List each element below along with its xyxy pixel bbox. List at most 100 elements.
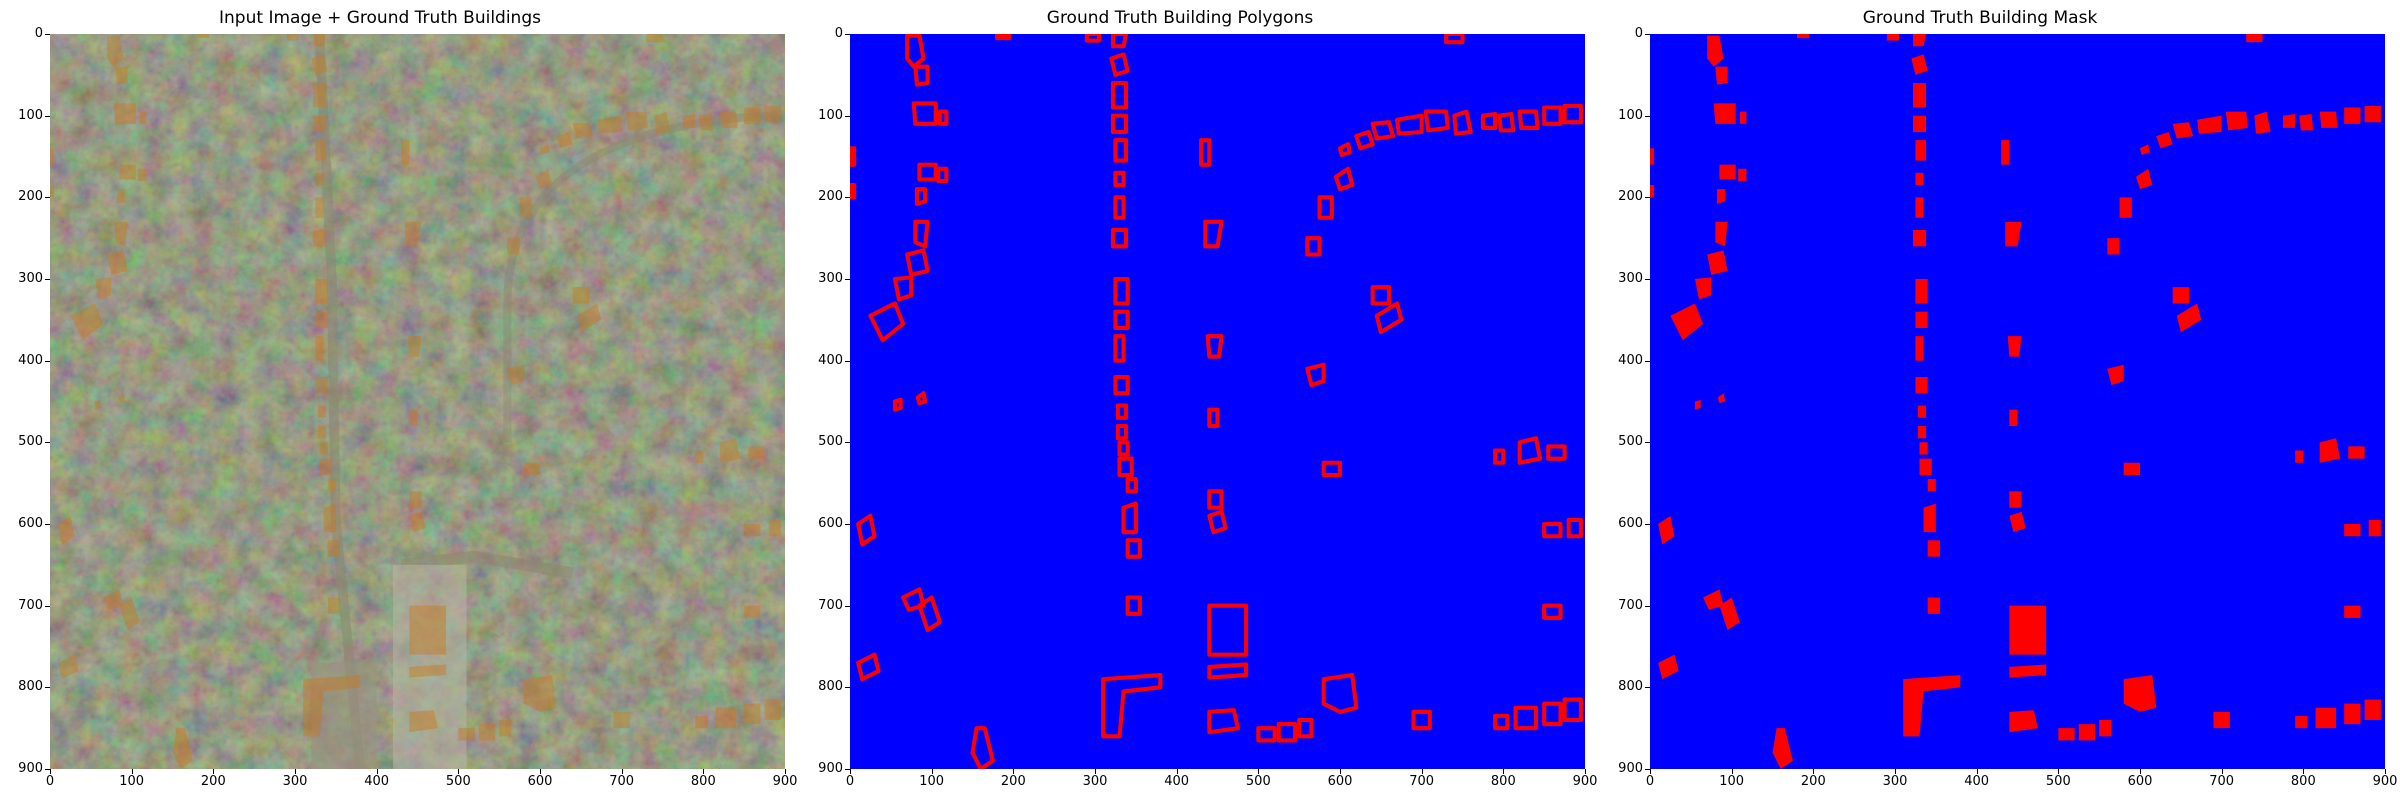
x-tick-label: 700 (609, 774, 635, 789)
x-tick-mark (2303, 769, 2305, 774)
building-overlay (764, 105, 781, 123)
parking-lot (393, 564, 467, 769)
x-tick-label: 600 (527, 774, 553, 789)
building-polygon (1374, 301, 1404, 335)
x-tick-mark (2058, 769, 2060, 774)
building-mask (1915, 311, 1928, 328)
building-polygon (1562, 103, 1583, 125)
building-mask (2123, 675, 2157, 712)
building-polygon (1337, 142, 1352, 157)
building-mask (2344, 703, 2361, 725)
building-mask (1658, 654, 1679, 680)
building-overlay (115, 221, 128, 247)
building-overlay (507, 364, 524, 386)
building-polygon (1517, 436, 1543, 465)
y-tick-mark (1645, 360, 1650, 362)
x-tick-mark (1976, 769, 1978, 774)
y-tick-mark (845, 115, 850, 117)
building-mask (1694, 277, 1712, 300)
x-tick-mark (785, 769, 786, 774)
mask-plot (1650, 34, 2385, 769)
building-polygon (856, 513, 877, 547)
building-overlay (327, 597, 340, 614)
building-polygon (913, 219, 930, 249)
building-mask (2344, 524, 2361, 537)
x-tick-mark (295, 769, 296, 774)
y-tick-label: 700 (18, 597, 43, 613)
y-tick-mark (845, 687, 850, 689)
building-overlay (117, 393, 126, 404)
building-overlay (315, 140, 327, 161)
building-polygon (1305, 362, 1326, 388)
building-overlay (535, 168, 553, 190)
y-tick-mark (45, 197, 50, 199)
y-tick-label: 500 (1618, 434, 1643, 450)
y-tick-label: 200 (818, 189, 843, 205)
x-tick-mark (621, 769, 623, 774)
building-polygon (1546, 444, 1567, 461)
building-overlay (327, 540, 340, 557)
building-overlay (312, 83, 327, 108)
building-overlay (401, 140, 410, 165)
building-mask (2078, 724, 2096, 741)
y-tick-mark (45, 34, 50, 35)
building-overlay (744, 605, 761, 618)
building-overlay (523, 462, 540, 475)
building-overlay (312, 115, 327, 132)
y-tick-label: 300 (1618, 271, 1643, 286)
building-polygon (1110, 113, 1129, 135)
building-mask (2213, 711, 2230, 729)
y-tick-mark (1645, 115, 1650, 117)
x-tick-mark (2140, 769, 2141, 774)
building-polygon (1370, 285, 1392, 306)
y-tick-label: 100 (818, 107, 843, 123)
building-polygon (917, 162, 938, 182)
building-overlay (323, 503, 336, 533)
building-overlay (540, 144, 550, 155)
building-polygon (1084, 34, 1102, 43)
building-polygon (1205, 334, 1224, 359)
building-overlay (115, 66, 128, 85)
building-mask (2107, 238, 2120, 255)
building-polygon (994, 34, 1012, 41)
x-tick-label: 700 (2209, 774, 2235, 789)
building-mask (2156, 132, 2173, 149)
building-polygon (892, 397, 903, 412)
building-mask (1919, 458, 1932, 475)
building-overlay (94, 399, 101, 410)
y-tick-mark (1645, 279, 1650, 280)
building-mask (2282, 114, 2296, 128)
building-mask (1703, 589, 1724, 610)
building-polygon (1203, 219, 1224, 249)
building-overlay (172, 728, 193, 769)
x-tick-label: 700 (1409, 774, 1435, 789)
x-tick-label: 300 (1082, 774, 1108, 789)
building-overlay (409, 664, 447, 678)
building-polygon (1542, 603, 1563, 620)
x-tick-mark (1013, 769, 1015, 774)
building-mask (2001, 140, 2010, 165)
building-overlay (311, 54, 328, 75)
building-overlay (499, 720, 512, 737)
building-polygon (1542, 105, 1563, 126)
building-polygon (1110, 80, 1129, 110)
building-overlay (682, 114, 696, 128)
building-overlay (94, 277, 112, 300)
building-mask (1715, 221, 1728, 247)
building-mask (1715, 66, 1728, 85)
building-mask (1707, 35, 1724, 67)
y-tick-mark (845, 442, 850, 444)
x-tick-label: 900 (2372, 774, 2398, 789)
building-polygon (1256, 726, 1277, 743)
y-tick-mark (45, 360, 50, 362)
building-mask (1915, 172, 1924, 186)
building-polygon (1395, 113, 1424, 136)
building-overlay (197, 34, 210, 39)
building-mask (2295, 715, 2308, 729)
building-overlay (119, 164, 136, 180)
building-polygon (1207, 489, 1224, 510)
x-tick-mark (1258, 769, 1260, 774)
building-overlay (139, 111, 147, 124)
y-tick-mark (45, 442, 50, 444)
building-mask (1903, 675, 1961, 737)
